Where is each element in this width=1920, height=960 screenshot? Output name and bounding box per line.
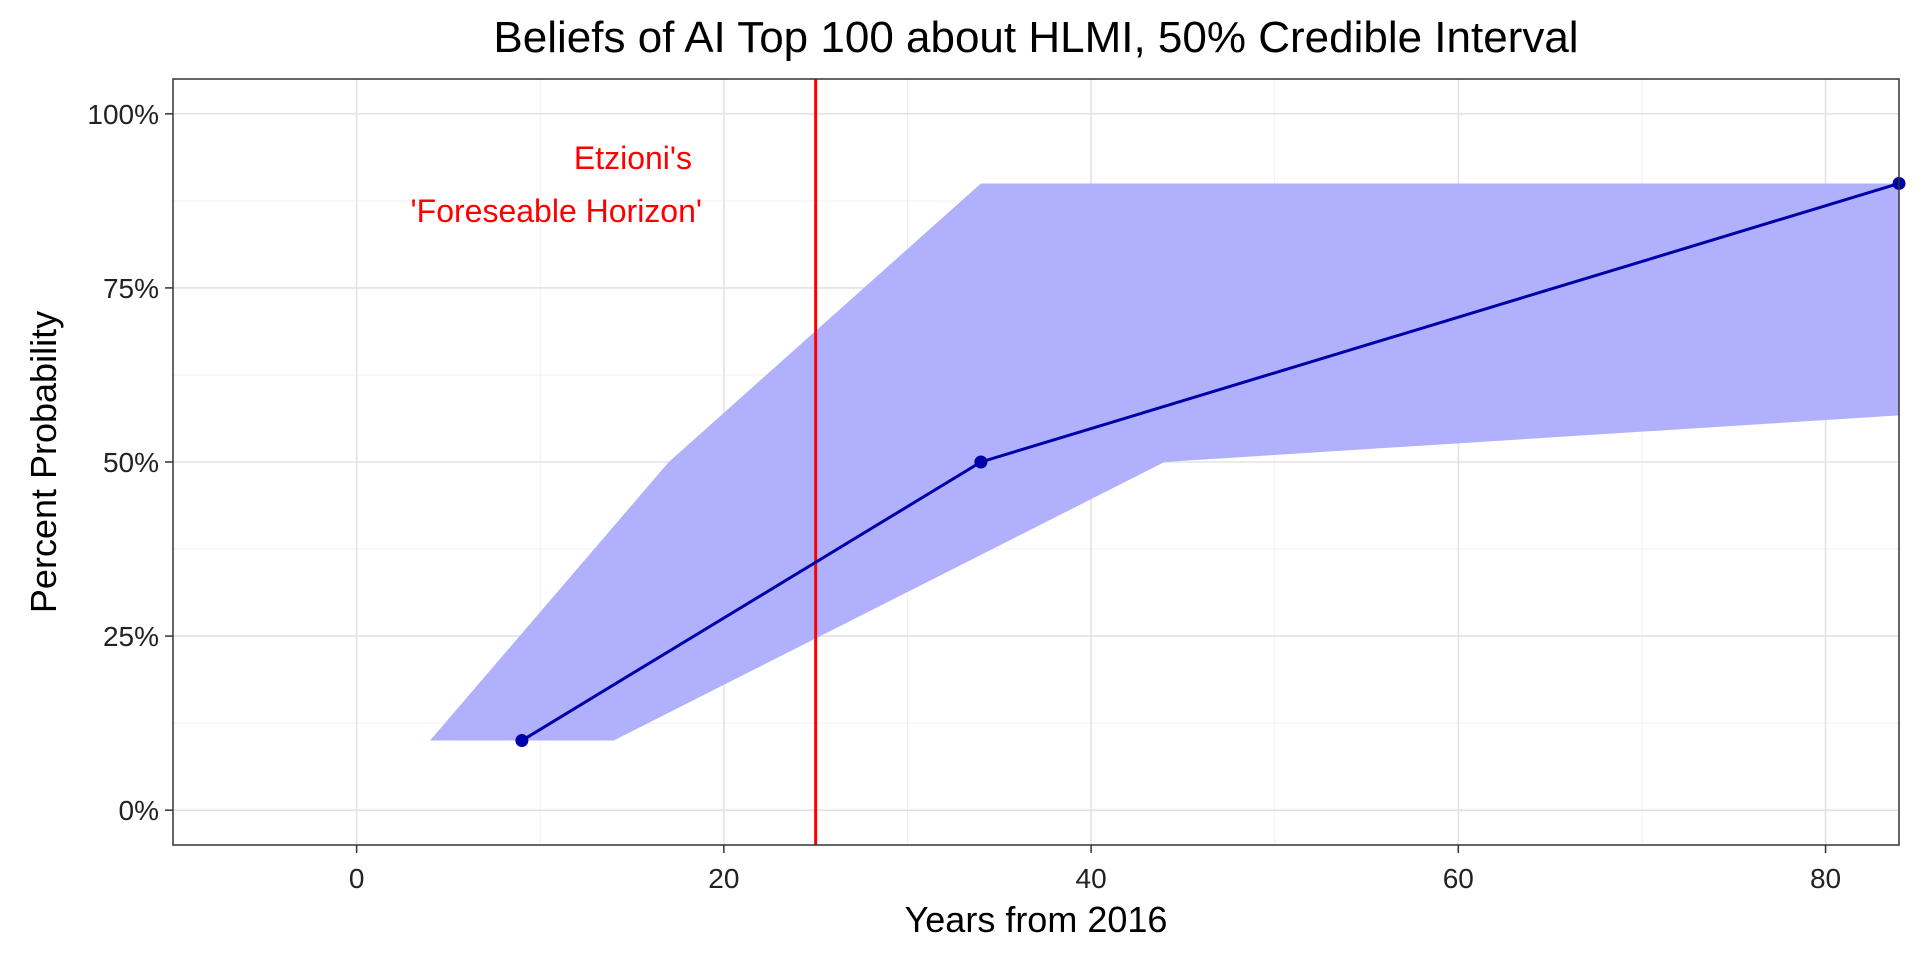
data-point (974, 455, 988, 469)
x-tick-label: 20 (708, 863, 739, 894)
y-tick-label: 100% (87, 99, 159, 130)
x-tick-label: 40 (1076, 863, 1107, 894)
y-axis: 0% 25% 50% 75% 100% (87, 99, 173, 826)
x-axis: 0 20 40 60 80 (349, 845, 1841, 894)
y-tick-label: 25% (103, 621, 159, 652)
y-axis-label: Percent Probability (23, 311, 64, 613)
y-tick-label: 75% (103, 273, 159, 304)
y-tick-label: 50% (103, 447, 159, 478)
data-point (515, 734, 529, 748)
chart-title: Beliefs of AI Top 100 about HLMI, 50% Cr… (493, 13, 1578, 62)
annotation-line-2: 'Foreseable Horizon' (411, 193, 702, 229)
annotation-line-1: Etzioni's (574, 140, 692, 176)
credible-interval-band (430, 183, 1899, 741)
horizon-annotation: Etzioni's 'Foreseable Horizon' (411, 140, 702, 229)
y-tick-label: 0% (119, 795, 159, 826)
x-axis-label: Years from 2016 (905, 899, 1168, 940)
x-tick-label: 80 (1810, 863, 1841, 894)
x-tick-label: 0 (349, 863, 365, 894)
x-tick-label: 60 (1443, 863, 1474, 894)
